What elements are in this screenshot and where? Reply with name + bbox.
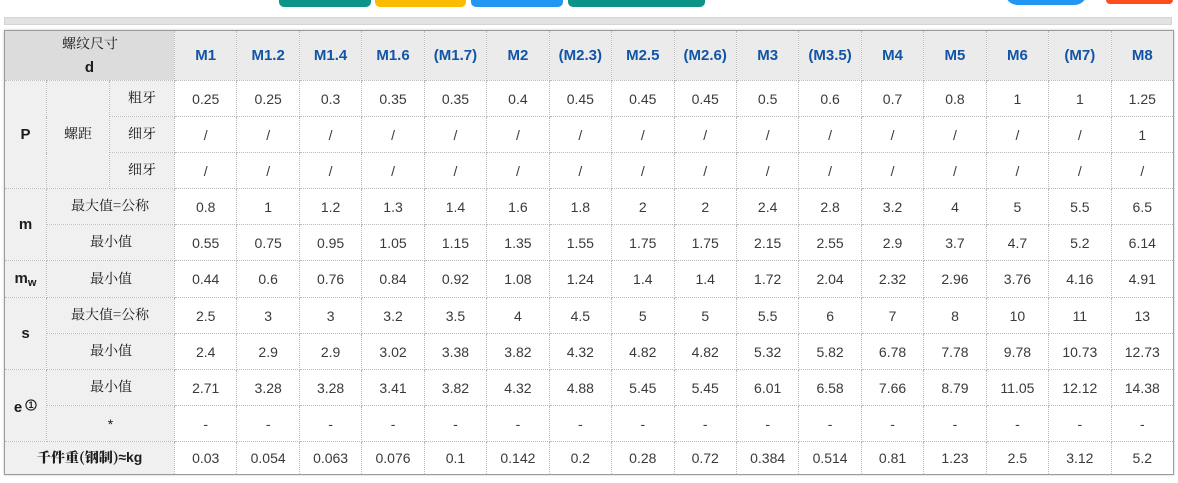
svg-text:1: 1 <box>29 400 34 410</box>
